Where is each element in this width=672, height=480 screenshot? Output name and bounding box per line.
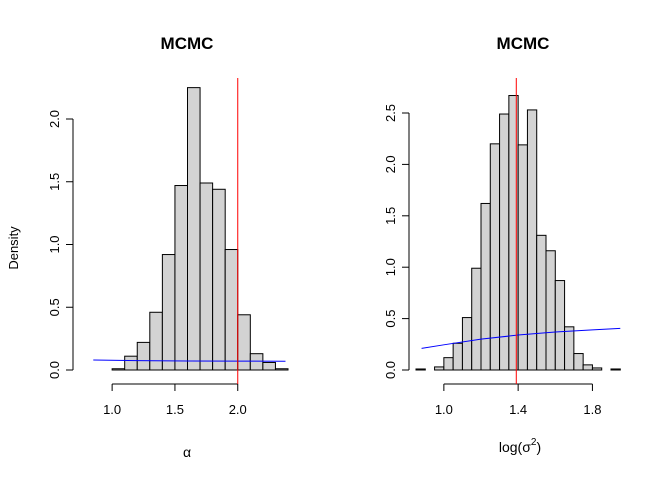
- histogram-bar: [554, 280, 566, 371]
- prior-density-curve: [421, 327, 621, 349]
- y-tick-label: 1.0: [47, 235, 62, 253]
- y-tick-label: 0.5: [383, 310, 398, 328]
- y-tick-label: 2.5: [383, 104, 398, 122]
- histogram-panel-log-sigma2: MCMC 0.0 0.5 1.0 1.5 2.0 2.5 1.0 1.4 1.8 log(σ2…: [383, 34, 621, 455]
- histogram-bar: [452, 342, 463, 371]
- y-axis: 0.0 0.5 1.0 1.5 2.0 2.5: [383, 104, 410, 379]
- histogram-bar: [187, 87, 201, 371]
- histogram-bar: [111, 368, 126, 371]
- prior-density-curve: [93, 359, 286, 362]
- x-axis-label-base: log(σ: [499, 439, 531, 455]
- histogram-bar: [434, 366, 445, 371]
- histogram-bar: [212, 188, 226, 371]
- x-tick-label: 1.0: [435, 402, 453, 417]
- histogram-bar: [536, 234, 547, 371]
- x-axis-label-end: ): [536, 439, 541, 455]
- x-tick-label: 1.8: [583, 402, 601, 417]
- histogram-bar: [237, 314, 251, 371]
- histogram-bar: [591, 367, 603, 371]
- histogram-bar: [199, 182, 214, 371]
- histogram-bar: [274, 368, 289, 371]
- histogram-bar: [415, 368, 426, 371]
- histogram-bar: [124, 355, 138, 371]
- y-tick-label: 0.0: [47, 361, 62, 379]
- overlay-lines: [93, 78, 286, 384]
- histogram-bar: [526, 109, 538, 371]
- histogram-bar: [174, 185, 189, 371]
- histogram-bar: [249, 353, 264, 371]
- histogram-bar: [573, 353, 584, 371]
- histogram-bar: [480, 202, 491, 371]
- histogram-bar: [262, 361, 276, 371]
- histogram-panel-alpha: MCMC 0.0 0.5 1.0 1.5 2.0 1.0 1.5 2.0 Density α: [6, 34, 289, 460]
- y-tick-label: 2.0: [383, 155, 398, 173]
- x-tick-label: 1.4: [509, 402, 527, 417]
- y-axis-label: Density: [6, 226, 21, 270]
- histogram-bar: [161, 254, 176, 371]
- x-axis-label: log(σ2): [499, 437, 541, 455]
- x-axis: 1.0 1.5 2.0: [103, 383, 247, 417]
- x-tick-label: 1.0: [103, 402, 121, 417]
- histogram-bar: [610, 368, 621, 371]
- y-tick-label: 1.5: [383, 207, 398, 225]
- histogram-bars: [111, 87, 289, 371]
- y-tick-label: 1.0: [383, 258, 398, 276]
- histogram-bar: [461, 317, 473, 371]
- x-axis: 1.0 1.4 1.8: [435, 383, 601, 417]
- y-tick-label: 0.0: [383, 361, 398, 379]
- histogram-bars: [415, 95, 621, 371]
- histogram-bar: [564, 326, 575, 371]
- x-tick-label: 2.0: [229, 402, 247, 417]
- panel-title: MCMC: [497, 34, 550, 53]
- overlay-lines: [421, 78, 621, 384]
- y-tick-label: 1.5: [47, 173, 62, 191]
- panel-title: MCMC: [161, 34, 214, 53]
- y-tick-label: 2.0: [47, 110, 62, 128]
- histogram-bar: [489, 143, 501, 371]
- histogram-bar: [224, 249, 239, 371]
- x-tick-label: 1.5: [166, 402, 184, 417]
- histogram-bar: [582, 364, 593, 371]
- histogram-bar: [149, 311, 163, 371]
- histogram-bar: [136, 341, 151, 371]
- y-axis: 0.0 0.5 1.0 1.5 2.0: [47, 110, 74, 379]
- histogram-bar: [471, 267, 482, 371]
- histogram-bar: [545, 250, 556, 371]
- y-tick-label: 0.5: [47, 298, 62, 316]
- x-axis-label-superscript: 2: [531, 437, 537, 448]
- histogram-bar: [517, 144, 528, 371]
- histogram-bar: [499, 113, 510, 371]
- x-axis-label: α: [183, 444, 191, 460]
- histogram-bar: [443, 357, 454, 371]
